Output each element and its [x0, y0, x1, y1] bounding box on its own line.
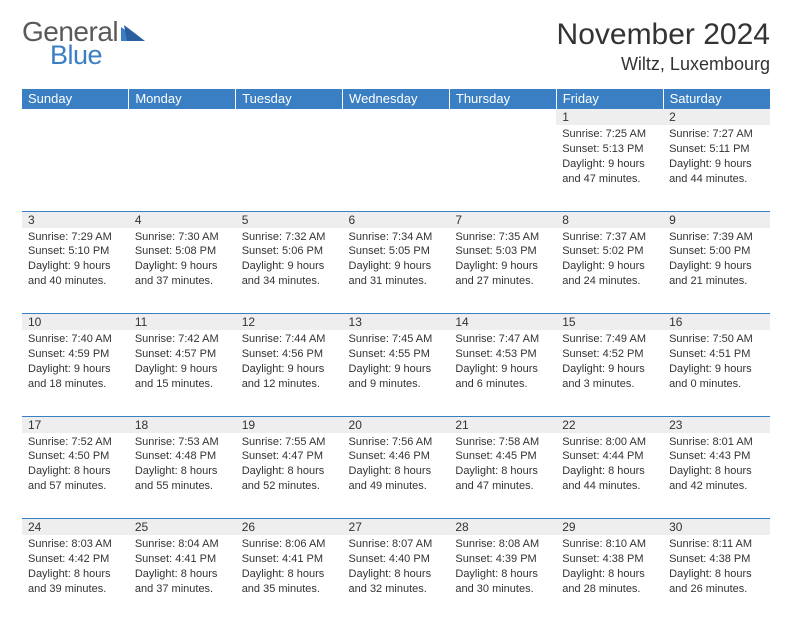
brand-logo: General Blue: [22, 18, 147, 69]
daynum-row: 17181920212223: [22, 416, 770, 433]
day-detail-cell: Sunrise: 7:39 AMSunset: 5:00 PMDaylight:…: [663, 228, 770, 314]
day-detail-cell: Sunrise: 7:27 AMSunset: 5:11 PMDaylight:…: [663, 125, 770, 211]
day-number-cell: 18: [129, 416, 236, 433]
day-detail-cell: [22, 125, 129, 211]
day-detail-cell: [236, 125, 343, 211]
day-number-cell: 6: [343, 211, 450, 228]
day-number-cell: 22: [556, 416, 663, 433]
day-detail-cell: Sunrise: 7:45 AMSunset: 4:55 PMDaylight:…: [343, 330, 450, 416]
day-detail-cell: Sunrise: 8:00 AMSunset: 4:44 PMDaylight:…: [556, 433, 663, 519]
day-number-cell: 16: [663, 314, 770, 331]
day-content-row: Sunrise: 7:52 AMSunset: 4:50 PMDaylight:…: [22, 433, 770, 519]
day-number-cell: 21: [449, 416, 556, 433]
daynum-row: 10111213141516: [22, 314, 770, 331]
location: Wiltz, Luxembourg: [557, 54, 770, 75]
day-number-cell: 11: [129, 314, 236, 331]
day-number-cell: 19: [236, 416, 343, 433]
day-number-cell: 26: [236, 519, 343, 536]
day-number-cell: 10: [22, 314, 129, 331]
day-number-cell: 8: [556, 211, 663, 228]
day-number-cell: 13: [343, 314, 450, 331]
day-detail-cell: Sunrise: 7:40 AMSunset: 4:59 PMDaylight:…: [22, 330, 129, 416]
day-number-cell: 23: [663, 416, 770, 433]
day-number-cell: 20: [343, 416, 450, 433]
weekday-header: Sunday: [22, 89, 129, 109]
title-block: November 2024 Wiltz, Luxembourg: [557, 18, 770, 75]
day-detail-cell: Sunrise: 8:08 AMSunset: 4:39 PMDaylight:…: [449, 535, 556, 621]
day-content-row: Sunrise: 7:29 AMSunset: 5:10 PMDaylight:…: [22, 228, 770, 314]
weekday-header: Saturday: [663, 89, 770, 109]
day-detail-cell: Sunrise: 8:10 AMSunset: 4:38 PMDaylight:…: [556, 535, 663, 621]
day-number-cell: 1: [556, 109, 663, 126]
day-number-cell: [22, 109, 129, 126]
weekday-header: Thursday: [449, 89, 556, 109]
daynum-row: 3456789: [22, 211, 770, 228]
day-number-cell: 29: [556, 519, 663, 536]
day-detail-cell: Sunrise: 7:44 AMSunset: 4:56 PMDaylight:…: [236, 330, 343, 416]
day-number-cell: 25: [129, 519, 236, 536]
day-number-cell: [449, 109, 556, 126]
day-number-cell: 24: [22, 519, 129, 536]
day-number-cell: [236, 109, 343, 126]
day-detail-cell: Sunrise: 7:56 AMSunset: 4:46 PMDaylight:…: [343, 433, 450, 519]
weekday-header: Tuesday: [236, 89, 343, 109]
weekday-header: Wednesday: [343, 89, 450, 109]
day-number-cell: 9: [663, 211, 770, 228]
day-number-cell: 15: [556, 314, 663, 331]
day-detail-cell: Sunrise: 7:53 AMSunset: 4:48 PMDaylight:…: [129, 433, 236, 519]
daynum-row: 24252627282930: [22, 519, 770, 536]
day-number-cell: 17: [22, 416, 129, 433]
day-content-row: Sunrise: 7:40 AMSunset: 4:59 PMDaylight:…: [22, 330, 770, 416]
day-detail-cell: Sunrise: 7:52 AMSunset: 4:50 PMDaylight:…: [22, 433, 129, 519]
day-number-cell: 7: [449, 211, 556, 228]
header: General Blue November 2024 Wiltz, Luxemb…: [22, 18, 770, 75]
day-detail-cell: Sunrise: 8:11 AMSunset: 4:38 PMDaylight:…: [663, 535, 770, 621]
day-number-cell: 3: [22, 211, 129, 228]
day-detail-cell: Sunrise: 8:01 AMSunset: 4:43 PMDaylight:…: [663, 433, 770, 519]
day-detail-cell: Sunrise: 7:58 AMSunset: 4:45 PMDaylight:…: [449, 433, 556, 519]
day-detail-cell: Sunrise: 7:37 AMSunset: 5:02 PMDaylight:…: [556, 228, 663, 314]
day-detail-cell: Sunrise: 7:47 AMSunset: 4:53 PMDaylight:…: [449, 330, 556, 416]
day-detail-cell: Sunrise: 7:42 AMSunset: 4:57 PMDaylight:…: [129, 330, 236, 416]
day-number-cell: 4: [129, 211, 236, 228]
day-number-cell: 30: [663, 519, 770, 536]
day-detail-cell: Sunrise: 7:35 AMSunset: 5:03 PMDaylight:…: [449, 228, 556, 314]
day-detail-cell: Sunrise: 7:49 AMSunset: 4:52 PMDaylight:…: [556, 330, 663, 416]
day-content-row: Sunrise: 8:03 AMSunset: 4:42 PMDaylight:…: [22, 535, 770, 621]
month-title: November 2024: [557, 18, 770, 52]
calendar-table: SundayMondayTuesdayWednesdayThursdayFrid…: [22, 89, 770, 621]
day-number-cell: [343, 109, 450, 126]
day-number-cell: 5: [236, 211, 343, 228]
daynum-row: 12: [22, 109, 770, 126]
day-number-cell: 2: [663, 109, 770, 126]
brand-word2: Blue: [50, 42, 147, 69]
day-detail-cell: Sunrise: 7:34 AMSunset: 5:05 PMDaylight:…: [343, 228, 450, 314]
day-number-cell: [129, 109, 236, 126]
day-number-cell: 28: [449, 519, 556, 536]
day-content-row: Sunrise: 7:25 AMSunset: 5:13 PMDaylight:…: [22, 125, 770, 211]
day-detail-cell: Sunrise: 7:25 AMSunset: 5:13 PMDaylight:…: [556, 125, 663, 211]
day-detail-cell: Sunrise: 7:29 AMSunset: 5:10 PMDaylight:…: [22, 228, 129, 314]
day-number-cell: 14: [449, 314, 556, 331]
day-detail-cell: [449, 125, 556, 211]
day-detail-cell: Sunrise: 7:32 AMSunset: 5:06 PMDaylight:…: [236, 228, 343, 314]
day-number-cell: 12: [236, 314, 343, 331]
day-detail-cell: Sunrise: 7:50 AMSunset: 4:51 PMDaylight:…: [663, 330, 770, 416]
day-detail-cell: Sunrise: 8:06 AMSunset: 4:41 PMDaylight:…: [236, 535, 343, 621]
day-detail-cell: Sunrise: 8:03 AMSunset: 4:42 PMDaylight:…: [22, 535, 129, 621]
day-number-cell: 27: [343, 519, 450, 536]
day-detail-cell: Sunrise: 8:07 AMSunset: 4:40 PMDaylight:…: [343, 535, 450, 621]
day-detail-cell: Sunrise: 7:55 AMSunset: 4:47 PMDaylight:…: [236, 433, 343, 519]
brand-triangle-icon: [121, 23, 147, 41]
day-detail-cell: Sunrise: 7:30 AMSunset: 5:08 PMDaylight:…: [129, 228, 236, 314]
weekday-header: Friday: [556, 89, 663, 109]
weekday-header: Monday: [129, 89, 236, 109]
weekday-header-row: SundayMondayTuesdayWednesdayThursdayFrid…: [22, 89, 770, 109]
day-detail-cell: [343, 125, 450, 211]
day-detail-cell: [129, 125, 236, 211]
day-detail-cell: Sunrise: 8:04 AMSunset: 4:41 PMDaylight:…: [129, 535, 236, 621]
